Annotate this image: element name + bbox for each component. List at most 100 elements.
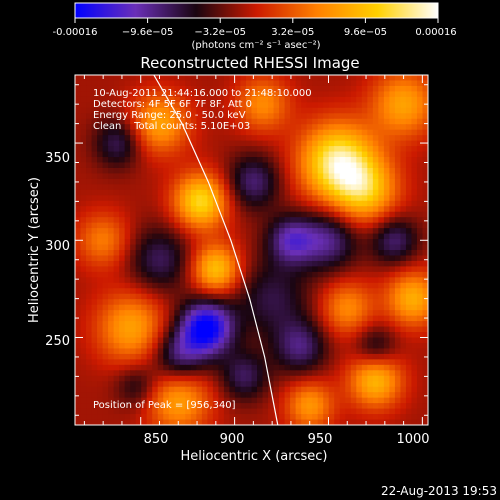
heatmap-cell xyxy=(212,414,220,421)
heatmap-cell xyxy=(135,266,142,273)
heatmap-cell xyxy=(130,414,137,421)
heatmap-cell xyxy=(113,304,120,311)
chart-title: Reconstructed RHESSI Image xyxy=(140,54,359,72)
heatmap-cell xyxy=(234,271,242,278)
heatmap-cell xyxy=(234,135,242,142)
heatmap-cell xyxy=(218,342,225,350)
heatmap-cell xyxy=(389,80,396,87)
heatmap-cell xyxy=(141,85,148,93)
heatmap-cell xyxy=(411,364,418,371)
heatmap-cell xyxy=(174,370,181,377)
heatmap-cell xyxy=(345,288,352,295)
heatmap-cell xyxy=(75,321,82,328)
heatmap-cell xyxy=(301,419,308,425)
heatmap-cell xyxy=(218,255,225,262)
heatmap-cell xyxy=(168,107,175,114)
heatmap-cell xyxy=(284,135,291,142)
heatmap-cell xyxy=(212,222,220,229)
heatmap-cell xyxy=(273,315,280,322)
heatmap-cell xyxy=(196,337,203,344)
heatmap-cell xyxy=(80,167,87,175)
heatmap-cell xyxy=(356,375,363,382)
heatmap-cell xyxy=(185,189,192,196)
heatmap-cell xyxy=(290,250,297,257)
heatmap-cell xyxy=(185,293,192,300)
heatmap-cell xyxy=(312,244,319,251)
heatmap-cell xyxy=(422,206,428,213)
heatmap-cell xyxy=(317,293,324,300)
heatmap-cell xyxy=(212,288,220,295)
heatmap-cell xyxy=(323,299,330,306)
heatmap-cell xyxy=(196,386,203,393)
heatmap-cell xyxy=(400,381,407,388)
heatmap-cell xyxy=(290,80,297,87)
heatmap-cell xyxy=(97,124,104,131)
heatmap-cell xyxy=(179,107,186,114)
heatmap-cell xyxy=(279,228,286,235)
heatmap-cell xyxy=(400,370,407,377)
heatmap-cell xyxy=(223,135,231,142)
heatmap-cell xyxy=(207,370,214,377)
heatmap-cell xyxy=(301,102,308,109)
heatmap-cell xyxy=(361,260,368,268)
heatmap-cell xyxy=(113,195,120,202)
heatmap-cell xyxy=(108,315,115,322)
heatmap-cell xyxy=(422,359,428,366)
heatmap-cell xyxy=(416,386,424,393)
heatmap-cell xyxy=(102,96,109,103)
heatmap-cell xyxy=(163,386,170,393)
heatmap-cell xyxy=(273,157,280,164)
heatmap-cell xyxy=(279,124,286,131)
heatmap-cell xyxy=(251,332,258,339)
heatmap-cell xyxy=(168,370,175,377)
heatmap-cell xyxy=(245,255,253,262)
heatmap-cell xyxy=(356,310,363,317)
heatmap-cell xyxy=(135,282,142,289)
heatmap-cell xyxy=(339,293,346,300)
heatmap-cell xyxy=(108,129,115,136)
heatmap-cell xyxy=(152,162,159,169)
heatmap-cell xyxy=(168,392,175,399)
heatmap-cell xyxy=(119,85,126,93)
heatmap-cell xyxy=(295,124,302,131)
heatmap-cell xyxy=(273,167,280,175)
heatmap-cell xyxy=(119,348,126,355)
heatmap-cell xyxy=(124,348,131,355)
heatmap-cell xyxy=(168,364,175,371)
heatmap-cell xyxy=(389,310,396,317)
heatmap-cell xyxy=(179,282,186,289)
heatmap-cell xyxy=(301,293,308,300)
heatmap-cell xyxy=(416,255,424,262)
heatmap-cell xyxy=(229,173,236,180)
heatmap-cell xyxy=(152,260,159,268)
heatmap-cell xyxy=(350,348,357,355)
heatmap-cell xyxy=(190,151,197,158)
heatmap-cell xyxy=(295,151,302,158)
heatmap-cell xyxy=(168,342,175,350)
heatmap-cell xyxy=(394,184,402,191)
heatmap-cell xyxy=(119,375,126,382)
heatmap-cell xyxy=(251,85,258,93)
heatmap-cell xyxy=(279,342,286,350)
heatmap-cell xyxy=(130,162,137,169)
heatmap-cell xyxy=(268,118,275,125)
heatmap-cell xyxy=(405,364,413,371)
heatmap-cell xyxy=(174,157,181,164)
heatmap-cell xyxy=(174,85,181,93)
heatmap-cell xyxy=(262,113,269,120)
heatmap-cell xyxy=(97,217,104,224)
heatmap-cell xyxy=(345,239,352,246)
heatmap-cell xyxy=(190,397,197,404)
heatmap-cell xyxy=(152,146,159,153)
heatmap-cell xyxy=(146,107,153,114)
heatmap-cell xyxy=(185,162,192,169)
heatmap-cell xyxy=(389,414,396,421)
heatmap-cell xyxy=(207,304,214,311)
heatmap-cell xyxy=(317,255,324,262)
heatmap-cell xyxy=(367,195,374,202)
heatmap-cell xyxy=(157,370,164,377)
heatmap-cell xyxy=(190,244,197,251)
heatmap-cell xyxy=(135,206,142,213)
heatmap-cell xyxy=(234,206,242,213)
heatmap-cell xyxy=(102,217,109,224)
